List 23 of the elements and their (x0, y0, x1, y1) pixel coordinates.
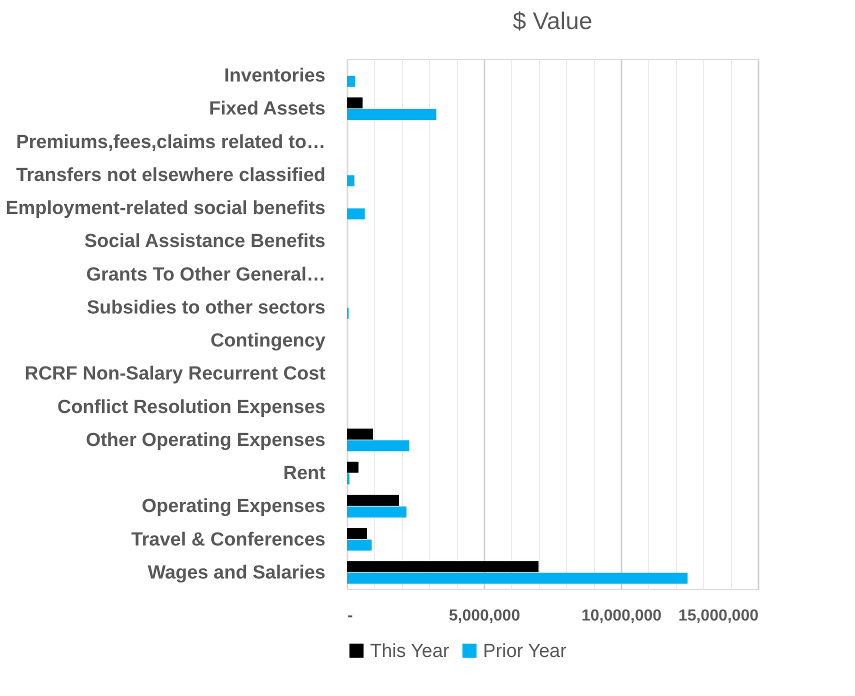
y-tick-label: Travel & Conferences (131, 529, 326, 550)
y-tick-label: Conflict Resolution Expenses (57, 396, 326, 418)
x-tick-label: 10,000,000 (581, 608, 662, 624)
x-tick-label: - (348, 608, 353, 624)
y-tick-label: Other Operating Expenses (86, 430, 326, 451)
y-tick-label: Transfers not elsewhere classified (16, 164, 326, 186)
y-tick-label: Rent (283, 463, 326, 484)
y-tick-label: Contingency (210, 330, 326, 352)
y-tick-label: RCRF Non-Salary Recurrent Cost (24, 364, 326, 385)
y-tick-label: Employment-related social benefits (6, 198, 326, 220)
y-tick-label: Grants To Other General… (86, 264, 326, 286)
y-tick-label: Operating Expenses (142, 496, 326, 518)
y-tick-label: Wages and Salaries (148, 562, 326, 584)
y-tick-label: Subsidies to other sectors (86, 297, 326, 318)
x-tick-label: 5,000,000 (448, 608, 520, 624)
legend-label: This Year (370, 640, 450, 662)
x-tick-label: 15,000,000 (678, 608, 759, 624)
y-tick-label: Inventories (224, 66, 326, 87)
y-tick-label: Fixed Assets (208, 98, 326, 120)
chart-title: $ Value (512, 8, 592, 35)
legend-label: Prior Year (483, 640, 568, 662)
y-tick-label: Social Assistance Benefits (84, 231, 326, 252)
y-tick-label: Premiums,fees,claims related to… (16, 132, 326, 153)
